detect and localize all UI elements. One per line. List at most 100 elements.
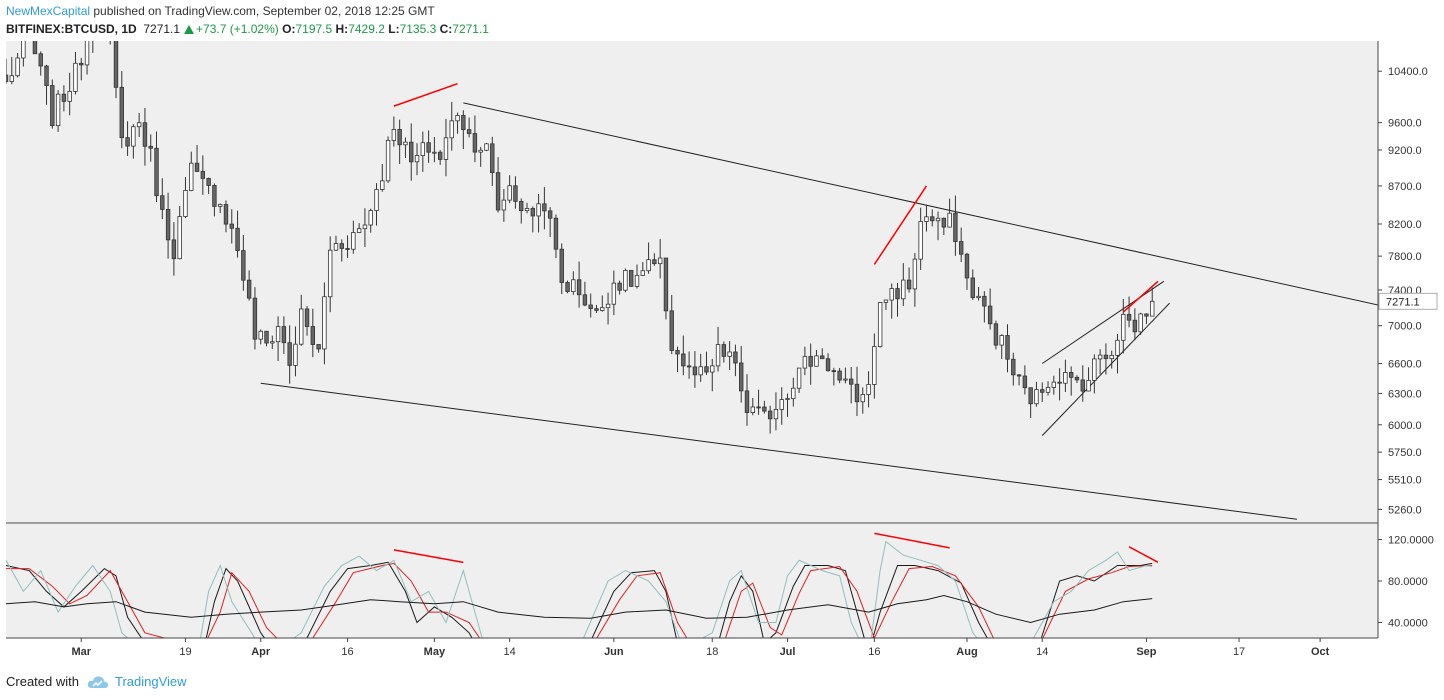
candle[interactable] bbox=[808, 343, 813, 385]
candle[interactable] bbox=[1086, 367, 1091, 392]
candle[interactable] bbox=[779, 387, 784, 425]
candle[interactable] bbox=[802, 346, 808, 376]
candle[interactable] bbox=[108, 0, 112, 45]
author-link[interactable]: NewMexCapital bbox=[6, 4, 91, 18]
candle[interactable] bbox=[924, 204, 929, 232]
candle[interactable] bbox=[223, 200, 229, 233]
candle[interactable] bbox=[1040, 382, 1045, 403]
candle[interactable] bbox=[212, 183, 217, 217]
candle[interactable] bbox=[252, 287, 258, 350]
candle[interactable] bbox=[536, 194, 541, 233]
candle[interactable] bbox=[154, 131, 159, 203]
candle[interactable] bbox=[930, 209, 935, 227]
candle[interactable] bbox=[61, 85, 67, 112]
candle[interactable] bbox=[715, 326, 721, 372]
candle[interactable] bbox=[275, 316, 281, 362]
candle[interactable] bbox=[866, 371, 871, 408]
candle[interactable] bbox=[530, 206, 535, 233]
divergence-line[interactable] bbox=[1128, 546, 1159, 564]
candle[interactable] bbox=[629, 269, 634, 287]
candle[interactable] bbox=[860, 387, 865, 414]
candle[interactable] bbox=[333, 235, 339, 251]
candle[interactable] bbox=[1144, 313, 1149, 325]
candle[interactable] bbox=[84, 24, 90, 75]
candle[interactable] bbox=[113, 27, 119, 99]
candle[interactable] bbox=[877, 301, 883, 348]
candle[interactable] bbox=[327, 236, 333, 313]
candle[interactable] bbox=[501, 189, 507, 222]
candle[interactable] bbox=[478, 146, 483, 167]
candle[interactable] bbox=[987, 288, 993, 330]
candle[interactable] bbox=[993, 320, 999, 350]
candle[interactable] bbox=[194, 145, 200, 172]
candle[interactable] bbox=[397, 119, 402, 164]
candle[interactable] bbox=[322, 282, 327, 365]
candle[interactable] bbox=[958, 227, 964, 263]
divergence-line[interactable] bbox=[393, 549, 464, 564]
candle[interactable] bbox=[4, 58, 9, 84]
candle[interactable] bbox=[449, 101, 454, 151]
candle[interactable] bbox=[1016, 374, 1022, 386]
candle[interactable] bbox=[310, 308, 316, 358]
candle[interactable] bbox=[270, 335, 275, 349]
candle[interactable] bbox=[733, 344, 738, 377]
candle[interactable] bbox=[55, 90, 61, 132]
candle[interactable] bbox=[559, 243, 564, 295]
candle[interactable] bbox=[409, 123, 414, 181]
candle[interactable] bbox=[490, 136, 495, 187]
candle[interactable] bbox=[1092, 354, 1097, 394]
candle[interactable] bbox=[681, 335, 686, 376]
candle[interactable] bbox=[1063, 359, 1068, 393]
candle[interactable] bbox=[97, 8, 101, 30]
candle[interactable] bbox=[171, 222, 177, 276]
candle[interactable] bbox=[854, 366, 860, 417]
candle[interactable] bbox=[484, 143, 489, 152]
candle[interactable] bbox=[241, 234, 246, 291]
candle[interactable] bbox=[519, 198, 524, 224]
divergence-line[interactable] bbox=[1122, 280, 1159, 313]
candle[interactable] bbox=[542, 187, 547, 230]
candle[interactable] bbox=[843, 367, 848, 384]
candle[interactable] bbox=[762, 400, 767, 414]
candle[interactable] bbox=[287, 325, 292, 384]
candle[interactable] bbox=[710, 358, 715, 392]
candle[interactable] bbox=[235, 210, 240, 258]
candle[interactable] bbox=[623, 268, 628, 293]
candle[interactable] bbox=[1109, 350, 1114, 369]
candle[interactable] bbox=[380, 164, 385, 192]
candle[interactable] bbox=[177, 206, 182, 260]
candle[interactable] bbox=[698, 353, 703, 382]
candle[interactable] bbox=[1051, 375, 1057, 395]
candle[interactable] bbox=[571, 271, 576, 295]
candle[interactable] bbox=[1097, 349, 1103, 375]
candle[interactable] bbox=[189, 151, 194, 192]
candle[interactable] bbox=[773, 392, 779, 431]
candle[interactable] bbox=[183, 177, 188, 219]
candle[interactable] bbox=[119, 71, 124, 149]
candle[interactable] bbox=[432, 137, 437, 163]
candle[interactable] bbox=[1068, 366, 1074, 396]
candle[interactable] bbox=[1115, 333, 1120, 374]
candle[interactable] bbox=[935, 211, 941, 241]
candle[interactable] bbox=[704, 351, 709, 375]
candle[interactable] bbox=[652, 253, 657, 266]
candle[interactable] bbox=[44, 64, 49, 105]
candle[interactable] bbox=[27, 18, 31, 36]
candle[interactable] bbox=[634, 264, 640, 289]
candle[interactable] bbox=[744, 374, 750, 426]
candle[interactable] bbox=[136, 112, 142, 138]
candle[interactable] bbox=[872, 333, 877, 399]
candle[interactable] bbox=[443, 118, 449, 177]
candle[interactable] bbox=[750, 397, 755, 416]
candle[interactable] bbox=[461, 110, 466, 150]
candle[interactable] bbox=[883, 299, 889, 310]
candle[interactable] bbox=[362, 208, 368, 248]
candle[interactable] bbox=[646, 242, 651, 274]
candle[interactable] bbox=[553, 214, 559, 259]
candle[interactable] bbox=[739, 345, 744, 403]
candle[interactable] bbox=[1045, 381, 1051, 396]
candle[interactable] bbox=[756, 389, 761, 415]
candle[interactable] bbox=[304, 306, 310, 336]
candle[interactable] bbox=[785, 393, 790, 417]
candle[interactable] bbox=[264, 330, 269, 347]
